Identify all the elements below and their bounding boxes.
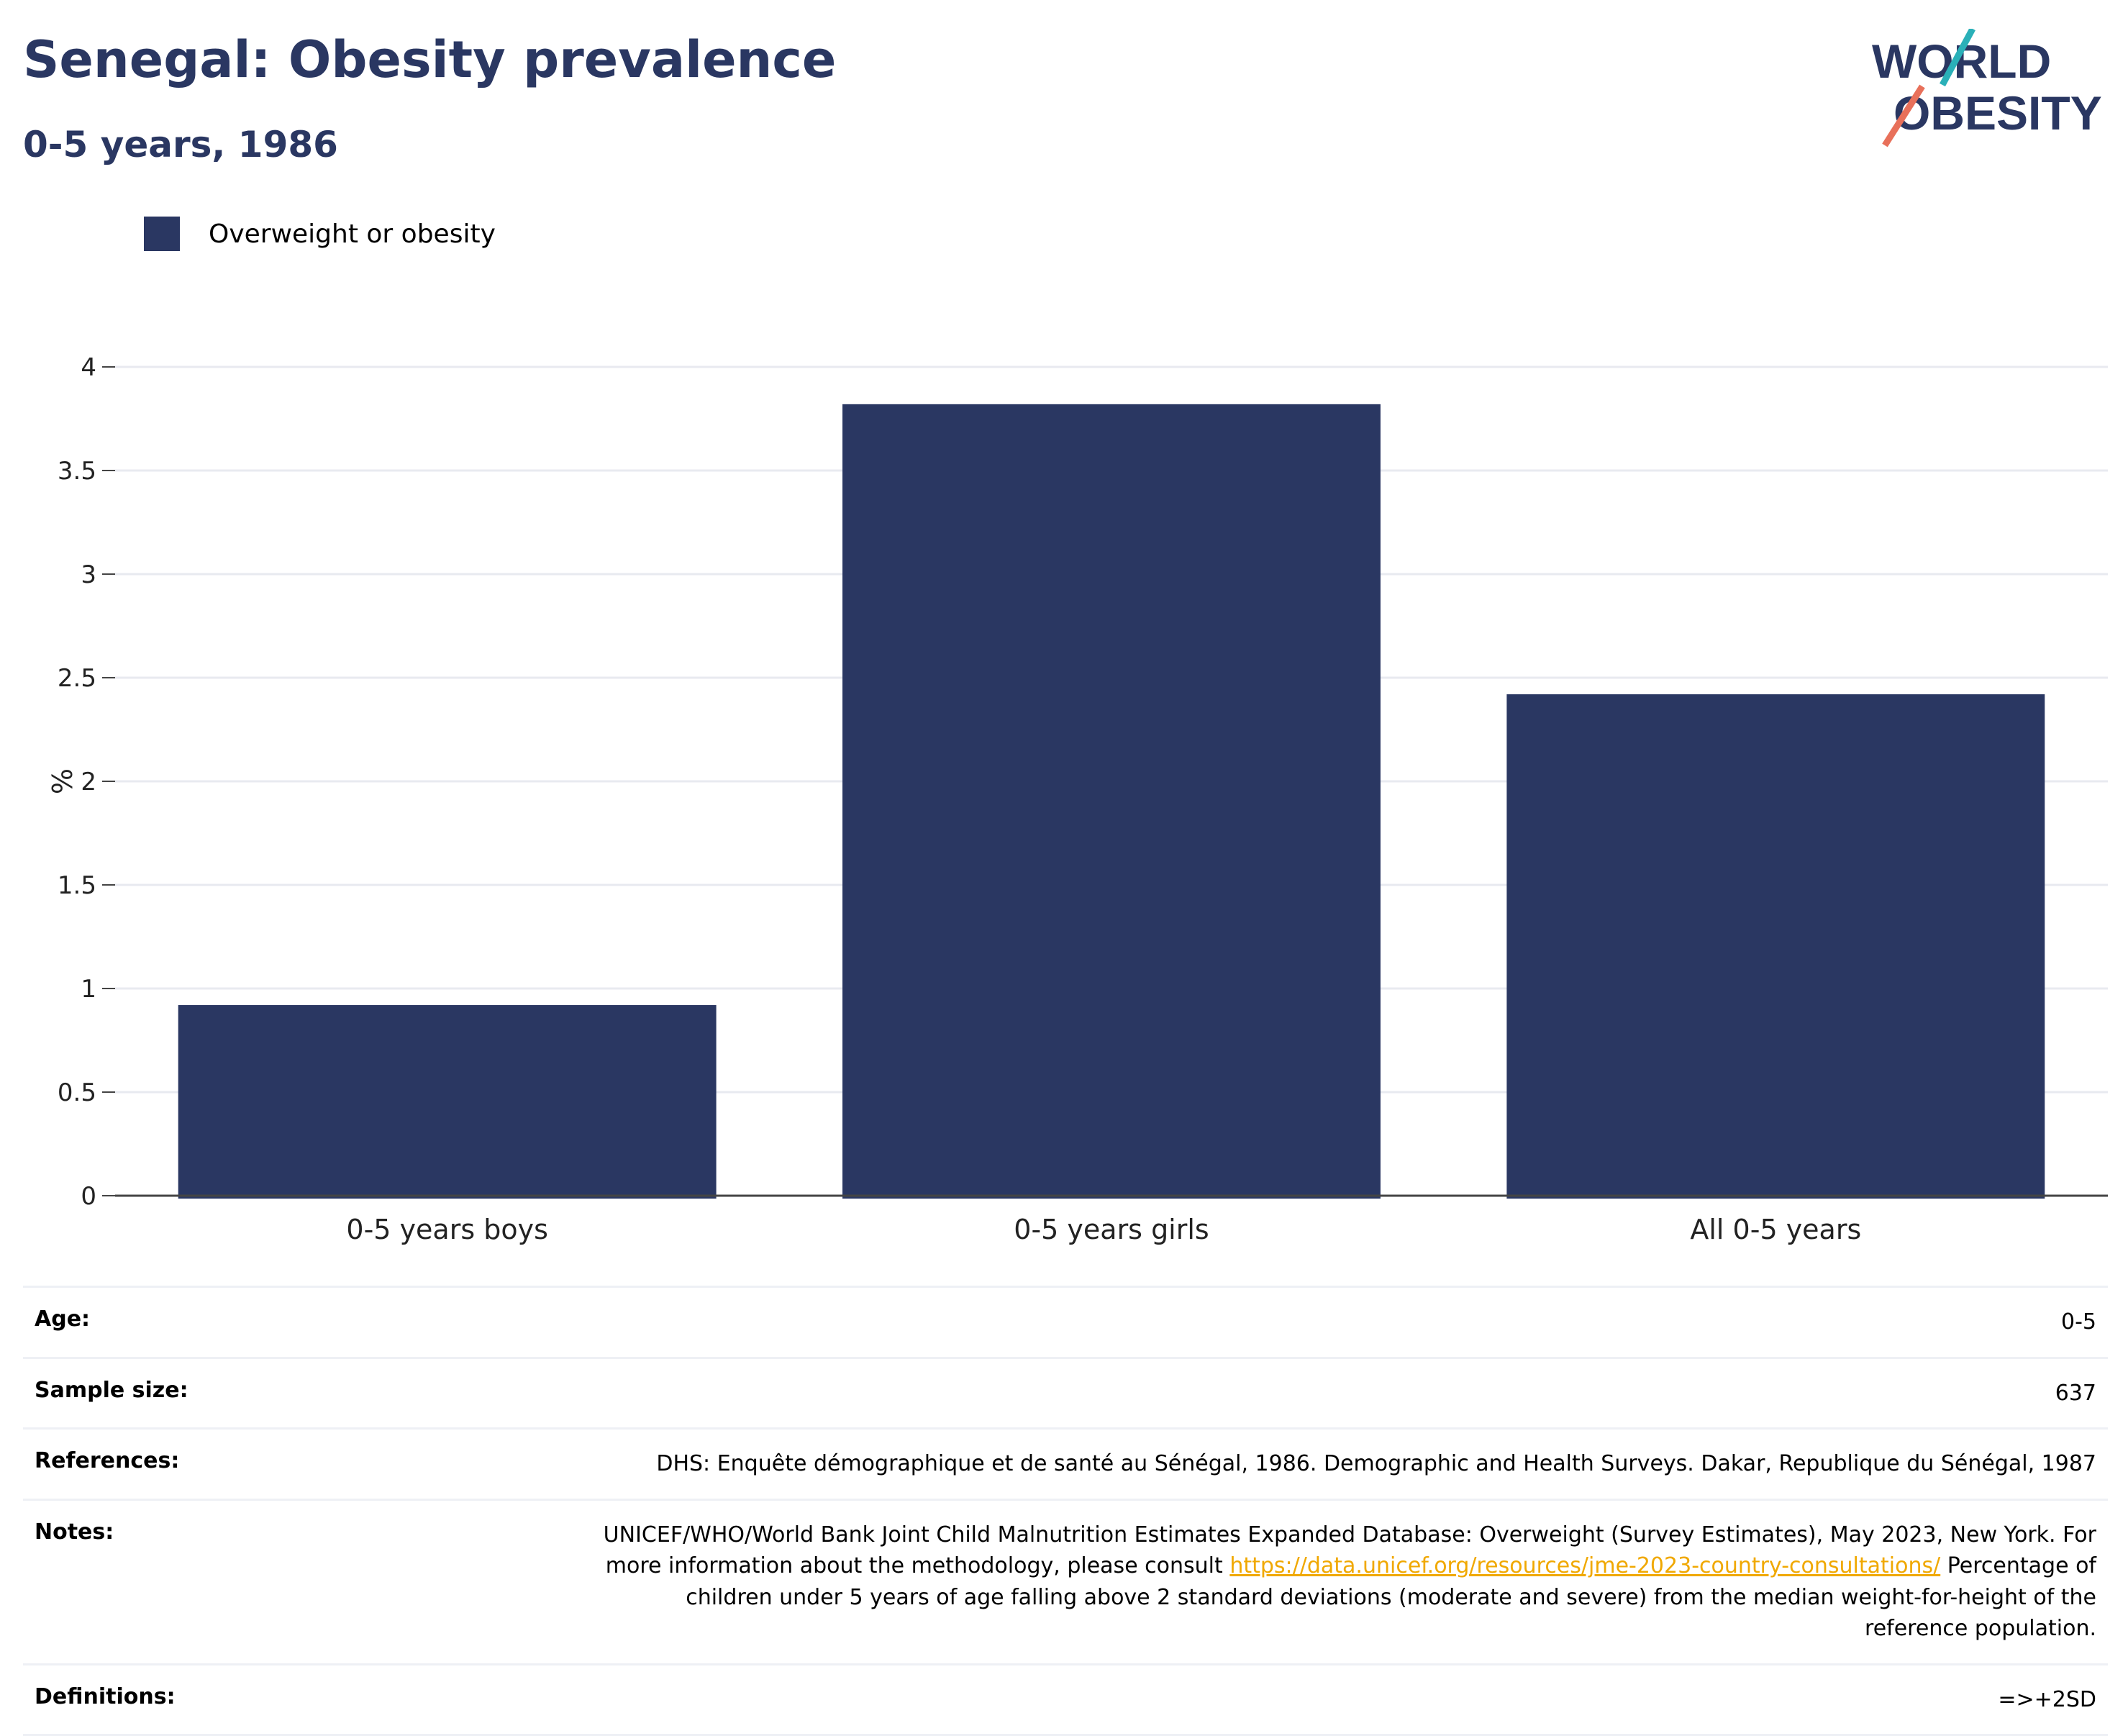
meta-row-sample-size: Sample size: 637: [23, 1357, 2108, 1428]
meta-value-age: 0-5: [2061, 1306, 2096, 1338]
y-tick-label: 2: [81, 768, 96, 796]
meta-row-references: References: DHS: Enquête démographique e…: [23, 1427, 2108, 1499]
bar: [1506, 694, 2045, 1199]
y-tick-label: 1: [81, 975, 96, 1004]
bar: [178, 1005, 717, 1199]
meta-value-notes: UNICEF/WHO/World Bank Joint Child Malnut…: [586, 1519, 2096, 1645]
world-obesity-logo: WORLD OBESITY: [1870, 29, 2115, 151]
metadata-table: Age: 0-5 Sample size: 637 References: DH…: [23, 1286, 2108, 1736]
x-tick-label: 0-5 years girls: [1014, 1214, 1209, 1245]
y-axis-label: %: [45, 768, 77, 794]
meta-row-definitions: Definitions: =>+2SD: [23, 1663, 2108, 1736]
methodology-link[interactable]: https://data.unicef.org/resources/jme-20…: [1229, 1553, 1940, 1578]
chart-legend: Overweight or obesity: [144, 216, 496, 252]
meta-value-definitions: =>+2SD: [1998, 1684, 2096, 1716]
meta-row-age: Age: 0-5: [23, 1286, 2108, 1357]
meta-label-definitions: Definitions:: [35, 1684, 176, 1716]
logo-text-obesity: OBESITY: [1893, 86, 2102, 140]
x-tick-label: 0-5 years boys: [346, 1214, 547, 1245]
bar: [842, 404, 1381, 1199]
meta-label-references: References:: [35, 1448, 179, 1480]
meta-label-age: Age:: [35, 1306, 90, 1338]
y-tick-label: 3.5: [58, 457, 96, 486]
meta-value-references: DHS: Enquête démographique et de santé a…: [656, 1448, 2096, 1480]
y-tick-label: 4: [81, 353, 96, 382]
meta-label-sample-size: Sample size:: [35, 1378, 188, 1409]
y-tick-label: 3: [81, 560, 96, 589]
bar-chart: 0 0.5 1 1.5 2 2.5 3 3.5 4 0-5 years boys 0-5 years…: [0, 317, 2128, 1252]
page-subtitle: 0-5 years, 1986: [23, 124, 338, 165]
y-tick-label: 0.5: [58, 1078, 96, 1107]
meta-label-notes: Notes:: [35, 1519, 114, 1645]
legend-swatch: [144, 217, 180, 251]
legend-label: Overweight or obesity: [209, 219, 496, 249]
y-tick-label: 2.5: [58, 664, 96, 693]
y-tick-label: 1.5: [58, 871, 96, 900]
meta-value-sample-size: 637: [2055, 1378, 2096, 1409]
y-tick-label: 0: [81, 1182, 96, 1211]
x-tick-label: All 0-5 years: [1690, 1214, 1861, 1245]
page-title: Senegal: Obesity prevalence: [23, 30, 836, 89]
meta-row-notes: Notes: UNICEF/WHO/World Bank Joint Child…: [23, 1499, 2108, 1663]
